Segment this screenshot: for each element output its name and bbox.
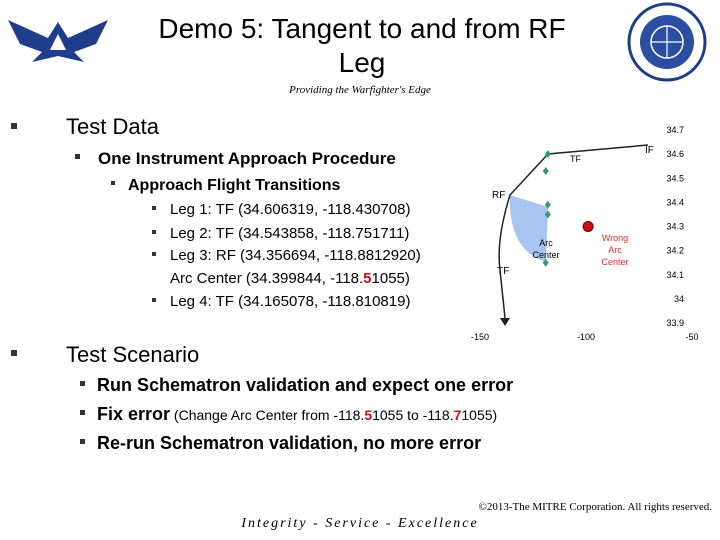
label: TF	[570, 154, 581, 164]
heading: Test Scenario	[66, 342, 199, 367]
y-tick-label: 34.2	[666, 246, 684, 256]
motto: Integrity - Service - Excellence	[240, 516, 478, 531]
label: Wrong	[602, 233, 628, 243]
point	[544, 150, 551, 159]
y-tick-label: 33.9	[666, 318, 684, 328]
label: RF	[492, 190, 505, 201]
leg: Arc Center (34.399844, -118.51055)	[170, 270, 410, 287]
y-tick-label: 34.6	[666, 149, 684, 159]
leg: Leg 2: TF (34.543858, -118.751711)	[170, 225, 409, 242]
y-tick-label: 34	[674, 294, 684, 304]
heading: Test Data	[66, 114, 160, 139]
title: Leg	[339, 47, 386, 78]
y-tick-label: 34.3	[666, 222, 684, 232]
tagline: Providing the Warfighter's Edge	[288, 84, 431, 96]
y-tick-label: 34.5	[666, 173, 684, 183]
flight-path	[498, 144, 649, 326]
item: Run Schematron validation and expect one…	[97, 375, 513, 395]
label: Arc	[539, 238, 553, 248]
copyright: ©2013-The MITRE Corporation. All rights …	[478, 501, 712, 513]
point	[544, 210, 551, 219]
label: Center	[601, 257, 628, 267]
label: IF	[645, 145, 654, 156]
title: Demo 5: Tangent to and from RF	[158, 13, 565, 44]
legs: Leg 1: TF (34.606319, -118.430708) Leg 2…	[170, 201, 421, 310]
y-tick-label: 34.7	[666, 125, 684, 135]
bullet: Approach Flight Transitions	[128, 177, 341, 194]
y-tick-label: 34.1	[666, 270, 684, 280]
x-tick-label: -50	[685, 332, 698, 342]
leg: Leg 4: TF (34.165078, -118.810819)	[170, 293, 410, 310]
chart-labels: IF TF RF Arc Center TF Wrong Arc Center	[492, 145, 654, 277]
point	[542, 258, 549, 267]
label: TF	[497, 266, 509, 277]
label: Center	[532, 250, 559, 260]
point	[542, 167, 549, 176]
label: Arc	[608, 245, 622, 255]
y-tick-label: 34.4	[666, 197, 684, 207]
command-emblem	[627, 2, 707, 82]
point	[544, 200, 551, 209]
air-force-logo	[8, 20, 108, 62]
item: Re-run Schematron validation, no more er…	[97, 433, 481, 453]
scenario-items: Run Schematron validation and expect one…	[97, 375, 513, 453]
bullet: One Instrument Approach Procedure	[98, 149, 396, 168]
chart: 34.7 34.6 34.5 34.4 34.3 34.2 34.1 34 33.9 -150 -1…	[471, 125, 699, 342]
item: Fix error (Change Arc Center from -118.5…	[97, 404, 497, 424]
wrong-center	[582, 221, 594, 232]
leg: Leg 1: TF (34.606319, -118.430708)	[170, 201, 410, 218]
x-tick-label: -100	[577, 332, 595, 342]
x-tick-label: -150	[471, 332, 489, 342]
leg: Leg 3: RF (34.356694, -118.8812920)	[170, 247, 421, 264]
bullet-markers	[11, 123, 156, 444]
